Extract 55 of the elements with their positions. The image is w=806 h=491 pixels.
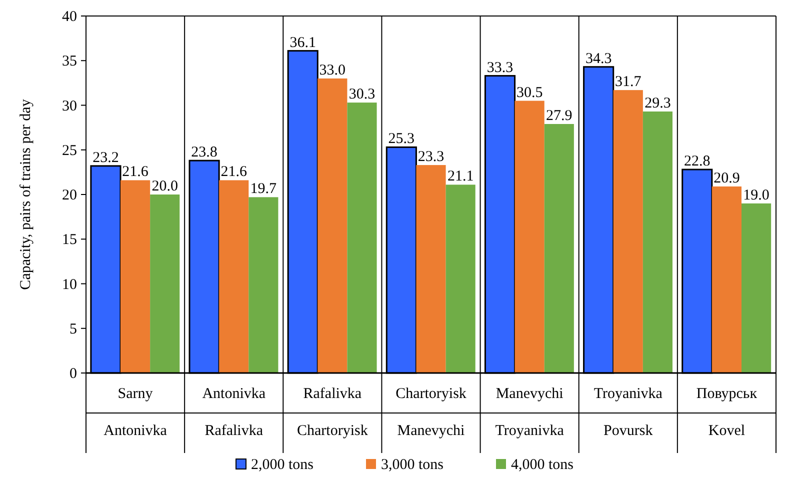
data-label: 23.3 — [418, 149, 444, 166]
y-tick-label: 25 — [62, 142, 77, 159]
data-label: 34.3 — [585, 50, 612, 67]
data-label: 23.8 — [191, 144, 218, 161]
bar — [712, 186, 742, 373]
bar — [742, 203, 772, 373]
y-tick-label: 15 — [62, 232, 77, 248]
category-label: Повурськ Kovel — [696, 386, 758, 439]
data-label: 20.9 — [714, 170, 740, 186]
category-label: Sarny Antonivka — [104, 386, 167, 439]
bar — [642, 111, 672, 373]
data-label: 20.0 — [152, 178, 178, 194]
data-label: 21.6 — [220, 164, 248, 180]
bar — [446, 184, 476, 373]
bar — [347, 102, 377, 373]
y-tick-label: 30 — [62, 98, 77, 114]
bar — [219, 180, 249, 373]
data-label: 23.2 — [92, 150, 119, 166]
data-label: 21.1 — [447, 168, 474, 185]
y-tick-label: 40 — [62, 9, 77, 25]
bar — [318, 78, 348, 373]
data-label: 30.3 — [348, 86, 376, 103]
category-label: Rafalivka Chartoryisk — [297, 386, 368, 439]
legend-label: 3,000 tons — [381, 457, 444, 473]
y-tick-label: 0 — [70, 366, 77, 382]
category-label: Antonivka Rafalivka — [202, 386, 266, 439]
data-label: 29.3 — [644, 95, 671, 112]
data-label: 21.6 — [122, 164, 149, 180]
data-label: 19.7 — [250, 181, 278, 198]
y-tick-label: 20 — [62, 188, 77, 204]
category-label: Chartoryisk Manevychi — [396, 386, 466, 439]
bar — [150, 194, 180, 373]
bar — [248, 197, 278, 373]
bar — [613, 90, 643, 373]
bar — [120, 180, 150, 373]
legend-label: 2,000 tons — [251, 457, 314, 473]
data-label: 19.0 — [743, 187, 770, 204]
y-tick-label: 10 — [62, 276, 77, 293]
data-label: 31.7 — [615, 74, 642, 90]
bar — [544, 124, 574, 373]
y-tick-label: 5 — [70, 321, 77, 338]
data-label: 33.3 — [486, 60, 514, 76]
data-label: 25.3 — [388, 131, 415, 148]
data-label: 27.9 — [546, 108, 572, 124]
category-label: Manevychi Troyanivka — [495, 386, 564, 439]
bar — [416, 165, 446, 373]
legend-label: 4,000 tons — [511, 457, 574, 473]
data-label: 30.5 — [516, 84, 543, 101]
y-axis-title: Capacity, pairs of trains per day — [18, 98, 34, 290]
category-label: Troyanivka Povursk — [594, 386, 662, 439]
y-tick-label: 35 — [62, 54, 77, 70]
bar — [514, 100, 544, 373]
data-label: 36.1 — [290, 34, 316, 51]
data-label: 33.0 — [319, 62, 346, 78]
data-label: 22.8 — [684, 154, 710, 170]
